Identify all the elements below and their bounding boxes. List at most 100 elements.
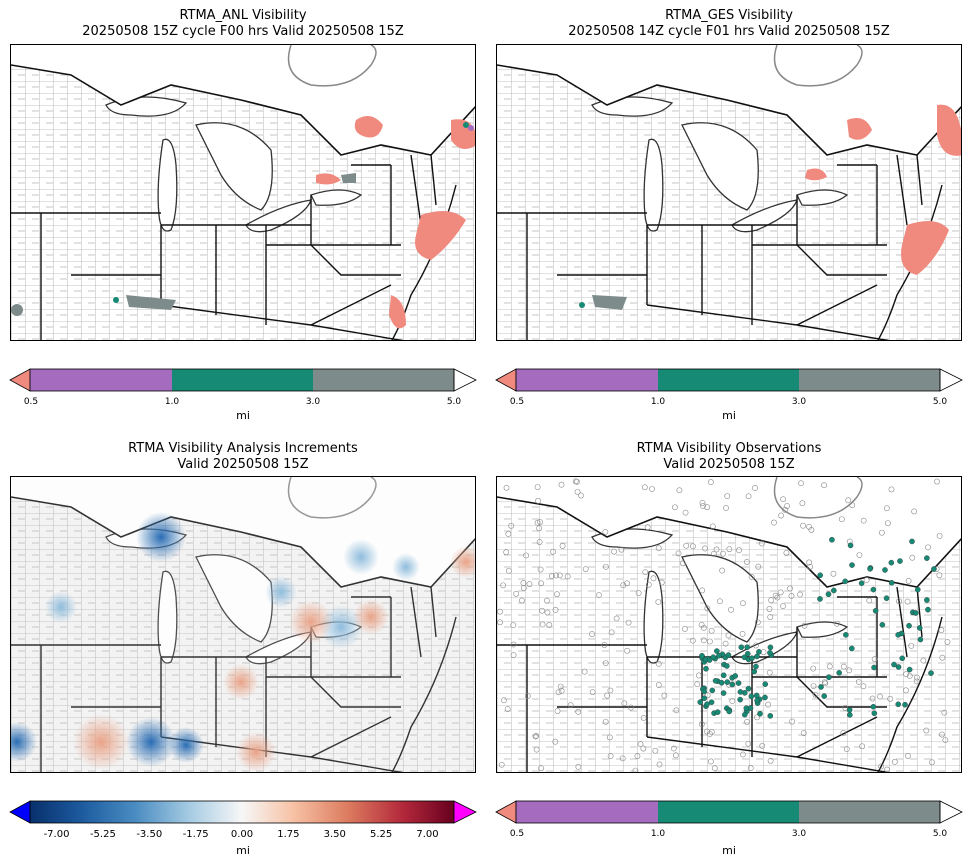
station-marker — [766, 669, 773, 676]
station-marker — [675, 550, 682, 557]
station-marker — [498, 761, 505, 768]
station-marker — [812, 691, 819, 698]
station-marker — [548, 573, 555, 580]
station-marker — [702, 545, 708, 552]
station-marker — [743, 705, 750, 711]
station-marker — [739, 630, 746, 637]
station-marker — [772, 592, 779, 599]
station-marker — [533, 732, 540, 739]
tick-label: 1.0 — [650, 397, 666, 407]
station-marker — [884, 520, 891, 527]
station-marker — [602, 718, 609, 725]
station-marker — [799, 500, 806, 507]
station-marker — [690, 543, 696, 550]
map-observations — [496, 476, 962, 773]
tick-label: 5.0 — [932, 397, 948, 407]
station-marker — [707, 758, 714, 765]
station-marker — [891, 661, 897, 668]
station-marker — [649, 486, 655, 492]
station-marker — [878, 763, 885, 770]
station-marker — [697, 699, 704, 705]
station-marker — [722, 640, 729, 647]
tick-label: 1.75 — [277, 829, 300, 840]
station-marker — [698, 621, 705, 628]
station-marker — [800, 730, 807, 737]
station-marker — [624, 580, 630, 587]
station-marker — [782, 506, 788, 513]
station-marker — [508, 522, 515, 529]
station-marker — [535, 497, 542, 504]
tick-label: 1.0 — [650, 829, 666, 839]
station-marker — [883, 505, 890, 512]
station-marker — [699, 652, 705, 659]
station-marker — [913, 610, 919, 616]
station-marker — [744, 559, 750, 565]
station-marker — [682, 625, 688, 632]
station-marker — [754, 714, 760, 721]
title-line1: RTMA_ANL Visibility — [179, 8, 307, 23]
station-marker — [725, 632, 732, 639]
station-marker — [774, 594, 781, 601]
station-marker — [895, 701, 902, 708]
station-marker — [712, 678, 719, 684]
station-marker — [672, 752, 679, 759]
station-marker — [716, 652, 722, 659]
station-marker — [891, 758, 898, 765]
station-marker — [882, 567, 888, 573]
station-marker — [673, 707, 680, 714]
station-marker — [711, 765, 718, 772]
station-marker — [757, 710, 763, 717]
station-marker — [767, 614, 774, 620]
station-marker — [544, 609, 551, 616]
station-marker — [767, 650, 773, 656]
station-marker — [766, 606, 773, 612]
station-marker — [700, 637, 707, 644]
tick-label: 3.0 — [791, 829, 807, 839]
station-marker — [645, 581, 652, 588]
station-marker — [606, 734, 613, 741]
station-marker — [624, 647, 631, 654]
station-marker — [877, 693, 883, 700]
colorbar-obs: 0.5 1.0 3.0 5.0 mi — [495, 800, 963, 860]
station-marker — [637, 741, 644, 748]
station-marker — [906, 672, 913, 679]
station-marker — [768, 597, 775, 604]
station-marker — [552, 738, 559, 745]
station-marker — [724, 679, 731, 685]
station-marker — [888, 559, 895, 566]
station-marker — [887, 695, 894, 702]
station-marker — [920, 657, 927, 664]
station-marker — [621, 700, 628, 707]
station-marker — [554, 591, 560, 598]
station-marker — [713, 546, 720, 553]
station-marker — [655, 599, 662, 605]
station-marker — [532, 733, 539, 740]
station-marker — [650, 575, 657, 582]
station-marker — [904, 598, 911, 605]
station-marker — [635, 590, 642, 596]
station-marker — [745, 493, 752, 500]
station-marker — [855, 679, 862, 685]
station-marker — [726, 546, 733, 553]
station-marker — [604, 692, 611, 699]
station-marker — [519, 597, 525, 604]
station-marker — [909, 538, 915, 545]
station-marker — [754, 619, 761, 626]
station-marker — [755, 563, 762, 570]
station-marker — [899, 655, 906, 662]
station-marker — [578, 492, 584, 499]
station-marker — [728, 606, 734, 613]
station-marker — [602, 660, 609, 667]
station-marker — [810, 683, 817, 689]
station-marker — [808, 526, 815, 533]
station-marker — [942, 737, 949, 744]
tick-label: 3.50 — [323, 829, 346, 840]
station-marker — [906, 666, 913, 673]
station-marker — [552, 606, 559, 613]
station-marker — [738, 644, 745, 651]
station-marker — [574, 488, 581, 495]
station-marker — [526, 581, 533, 588]
map-ges — [496, 44, 962, 341]
tick-label: 0.5 — [509, 397, 525, 407]
station-marker — [797, 591, 803, 598]
